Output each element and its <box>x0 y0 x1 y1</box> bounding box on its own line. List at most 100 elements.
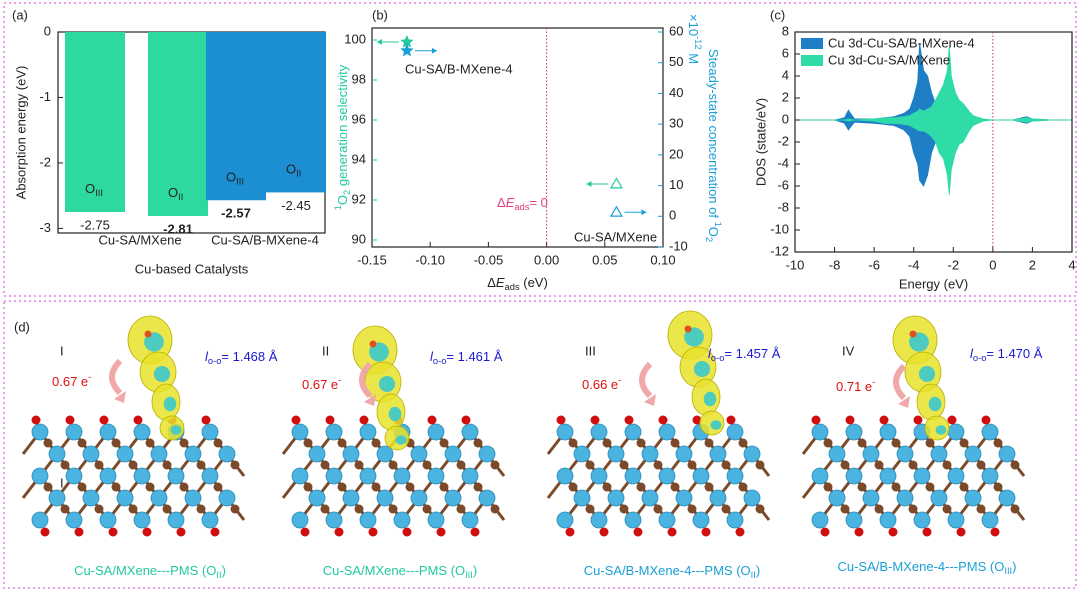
metal-atom <box>726 423 744 441</box>
metal-atom <box>99 423 117 441</box>
y-tick-label: 0 <box>44 23 51 38</box>
metal-atom <box>427 467 445 485</box>
metal-atom <box>862 489 880 507</box>
carbon-atom <box>371 482 381 492</box>
text-part: Δ <box>487 275 496 290</box>
text-part: o-o <box>433 356 447 366</box>
metal-atom <box>675 445 693 463</box>
value-label: -2.45 <box>281 198 311 213</box>
metal-atom <box>150 489 168 507</box>
text-part: ) <box>1012 559 1016 574</box>
carbon-atom <box>585 504 595 514</box>
arrow-head <box>586 181 592 187</box>
x-tick-label: -2 <box>948 257 960 272</box>
transfer-arrow <box>359 361 373 399</box>
text-part: o-o <box>208 356 222 366</box>
carbon-atom <box>473 482 483 492</box>
text-part: II <box>751 570 756 580</box>
metal-atom <box>99 467 117 485</box>
text-part: ads <box>505 282 520 292</box>
group-label: Cu-SA/B-MXene-4 <box>211 232 319 247</box>
metal-atom <box>427 423 445 441</box>
carbon-atom <box>337 438 347 448</box>
metal-atom <box>393 467 411 485</box>
y2-tick-label: 20 <box>669 146 683 161</box>
transfer-arrow <box>639 361 653 399</box>
atom <box>369 340 377 348</box>
carbon-atom <box>1010 460 1020 470</box>
oxygen-atom <box>470 527 480 537</box>
text-part: 2 <box>704 237 714 242</box>
metal-atom <box>573 445 591 463</box>
panel-label: (d) <box>14 319 30 334</box>
metal-atom <box>478 489 496 507</box>
metal-atom <box>48 489 66 507</box>
oxygen-atom <box>334 527 344 537</box>
carbon-atom <box>925 438 935 448</box>
x-tick-label: 0.05 <box>592 252 617 267</box>
y2-tick-label: 40 <box>669 85 683 100</box>
metal-atom <box>811 423 829 441</box>
oxygen-atom <box>201 415 211 425</box>
text-part: III <box>465 570 473 580</box>
metal-atom <box>427 511 445 529</box>
carbon-atom <box>422 504 432 514</box>
structure <box>281 415 506 537</box>
metal-atom <box>692 467 710 485</box>
atom <box>684 325 692 333</box>
metal-atom <box>359 423 377 441</box>
charge-density-depletion <box>153 366 171 382</box>
carbon-atom <box>94 504 104 514</box>
bar-label: OIII <box>85 181 103 198</box>
oxygen-atom <box>176 527 186 537</box>
carbon-atom <box>568 482 578 492</box>
metal-atom <box>556 467 574 485</box>
oxygen-atom <box>726 415 736 425</box>
atom <box>909 330 917 338</box>
carbon-atom <box>111 438 121 448</box>
oxygen-atom <box>599 527 609 537</box>
metal-atom <box>913 467 931 485</box>
text-part: 0.67 e <box>302 377 338 392</box>
metal-atom <box>444 445 462 463</box>
oxygen-atom <box>845 415 855 425</box>
metal-atom <box>65 423 83 441</box>
metal-atom <box>342 445 360 463</box>
text-part: 0.66 e <box>582 377 618 392</box>
oxygen-atom <box>854 527 864 537</box>
oxygen-atom <box>133 415 143 425</box>
text-part: 1 <box>713 222 723 227</box>
carbon-atom <box>354 504 364 514</box>
oxygen-atom <box>820 527 830 537</box>
metal-atom <box>201 467 219 485</box>
metal-atom <box>31 467 49 485</box>
carbon-atom <box>490 460 500 470</box>
arrow-head <box>641 209 647 216</box>
oxygen-atom <box>291 415 301 425</box>
charge-density-depletion <box>935 425 947 435</box>
y2-tick-label: 0 <box>669 208 676 223</box>
metal-atom <box>896 489 914 507</box>
metal-atom <box>133 423 151 441</box>
carbon-atom <box>388 504 398 514</box>
marker <box>609 177 623 189</box>
text-part: -12 <box>693 36 703 50</box>
structure-label: II <box>322 343 329 358</box>
metal-atom <box>964 445 982 463</box>
marker <box>400 43 414 57</box>
carbon-atom <box>77 482 87 492</box>
oxygen-atom <box>142 527 152 537</box>
text-part: Cu-SA/B-MXene-4---PMS (O <box>584 563 751 578</box>
text-part: ) <box>222 563 226 578</box>
metal-atom <box>607 489 625 507</box>
bar <box>148 32 208 216</box>
metal-atom <box>590 467 608 485</box>
text-part: Steady-state concentration of <box>706 49 721 222</box>
metal-atom <box>981 467 999 485</box>
text-part: Δ <box>497 195 506 210</box>
y2-tick-label: 50 <box>669 54 683 69</box>
carbon-atom <box>213 482 223 492</box>
metal-atom <box>556 423 574 441</box>
carbon-atom <box>942 460 952 470</box>
metal-atom <box>641 489 659 507</box>
